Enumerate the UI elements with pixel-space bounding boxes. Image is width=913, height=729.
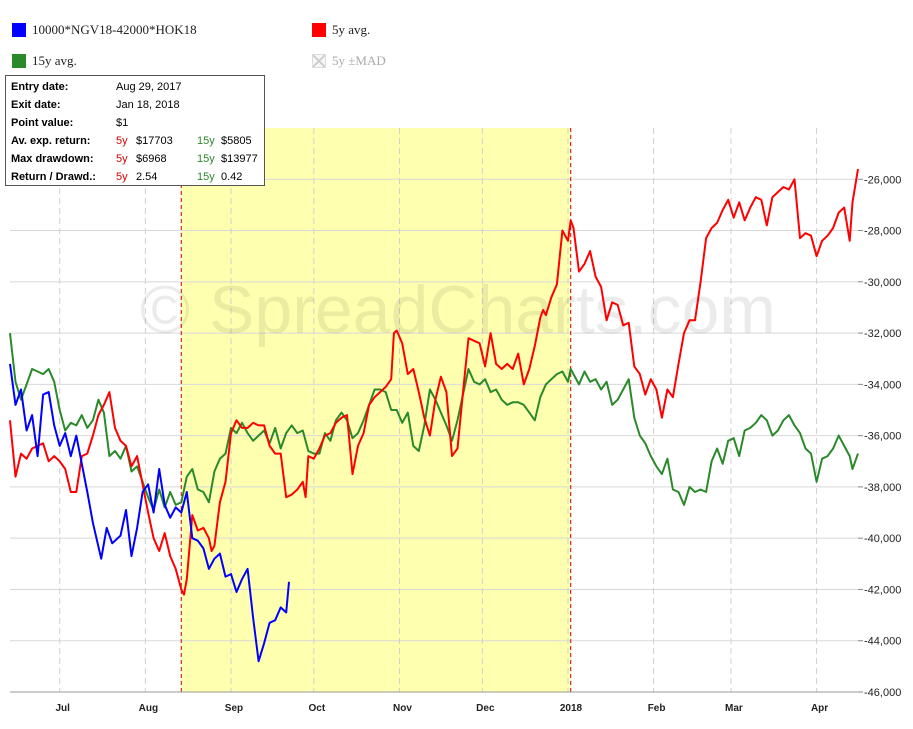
entry-date-value: Aug 29, 2017 (116, 81, 182, 93)
watermark: © SpreadCharts.com (140, 272, 776, 348)
legend-swatch-red (312, 23, 326, 37)
x-tick-label: Feb (648, 703, 666, 714)
legend-label: 10000*NGV18-42000*HOK18 (32, 22, 197, 37)
entry-date-row: Entry date: Aug 29, 2017 (11, 81, 261, 97)
x-tick-label: Sep (225, 703, 243, 714)
y-tick-label: -30,000 (864, 277, 901, 289)
exp-return-15y: $5805 (221, 135, 252, 147)
max-drawdown-5y: $6968 (136, 153, 167, 165)
tag-5y: 5y (116, 135, 128, 147)
legend-swatch-blue (12, 23, 26, 37)
tag-15y: 15y (197, 171, 215, 183)
tag-15y: 15y (197, 153, 215, 165)
exp-return-label: Av. exp. return: (11, 135, 91, 147)
x-tick-label: Dec (476, 703, 495, 714)
entry-date-label: Entry date: (11, 81, 69, 93)
exit-date-row: Exit date: Jan 18, 2018 (11, 99, 261, 115)
trade-info-box: Entry date: Aug 29, 2017 Exit date: Jan … (5, 75, 265, 186)
max-drawdown-row: Max drawdown: 5y $6968 15y $13977 (11, 153, 261, 169)
tag-5y: 5y (116, 171, 128, 183)
y-tick-label: -46,000 (864, 687, 901, 699)
x-tick-label: Mar (725, 703, 743, 714)
holding-period-highlight (181, 128, 571, 692)
x-tick-label: Aug (139, 703, 158, 714)
exp-return-5y: $17703 (136, 135, 173, 147)
max-drawdown-label: Max drawdown: (11, 153, 94, 165)
tag-5y: 5y (116, 153, 128, 165)
tag-15y: 15y (197, 135, 215, 147)
spread-line (9, 363, 290, 663)
legend-item-spread[interactable]: 10000*NGV18-42000*HOK18 (12, 21, 197, 39)
y-tick-label: -28,000 (864, 226, 901, 238)
y-tick-label: -26,000 (864, 174, 901, 186)
y-tick-label: -42,000 (864, 584, 901, 596)
return-drawdown-row: Return / Drawd.: 5y 2.54 15y 0.42 (11, 171, 261, 187)
y-tick-label: -36,000 (864, 431, 901, 443)
legend-swatch-green (12, 54, 26, 68)
legend-swatch-mad (312, 54, 326, 68)
y-tick-label: -38,000 (864, 482, 901, 494)
return-drawdown-label: Return / Drawd.: (11, 171, 96, 183)
x-tick-label: Apr (811, 703, 828, 714)
exit-date-value: Jan 18, 2018 (116, 99, 180, 111)
y-tick-label: -44,000 (864, 636, 901, 648)
y-tick-label: -32,000 (864, 328, 901, 340)
x-tick-label: 2018 (560, 703, 583, 714)
legend-item-15y-avg[interactable]: 15y avg. (12, 52, 77, 70)
point-value-label: Point value: (11, 117, 74, 129)
y-tick-label: -34,000 (864, 379, 901, 391)
x-tick-label: Nov (393, 703, 412, 714)
point-value-row: Point value: $1 (11, 117, 261, 133)
y-tick-label: -40,000 (864, 533, 901, 545)
return-drawdown-5y: 2.54 (136, 171, 158, 183)
x-tick-label: Jul (55, 703, 70, 714)
legend-item-5y-avg[interactable]: 5y avg. (312, 21, 370, 39)
legend-label: 15y avg. (32, 53, 77, 68)
exp-return-row: Av. exp. return: 5y $17703 15y $5805 (11, 135, 261, 151)
point-value-value: $1 (116, 117, 129, 129)
max-drawdown-15y: $13977 (221, 153, 258, 165)
legend-item-5y-mad[interactable]: 5y ±MAD (312, 52, 386, 70)
legend-label: 5y ±MAD (332, 53, 386, 68)
exit-date-label: Exit date: (11, 99, 61, 111)
return-drawdown-15y: 0.42 (221, 171, 243, 183)
x-tick-label: Oct (309, 703, 326, 714)
avg-5y-line (9, 168, 859, 596)
legend-label: 5y avg. (332, 22, 371, 37)
